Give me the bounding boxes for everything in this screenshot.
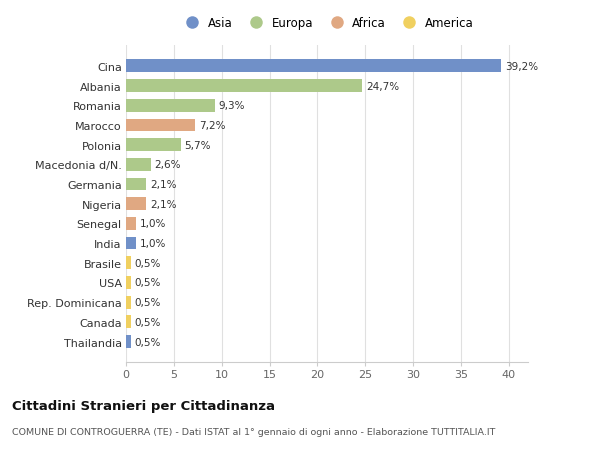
Legend: Asia, Europa, Africa, America: Asia, Europa, Africa, America — [177, 14, 477, 34]
Text: 24,7%: 24,7% — [366, 81, 400, 91]
Text: 0,5%: 0,5% — [134, 317, 161, 327]
Bar — [126, 119, 195, 132]
Bar — [126, 60, 501, 73]
Text: Cittadini Stranieri per Cittadinanza: Cittadini Stranieri per Cittadinanza — [12, 399, 275, 412]
Text: 0,5%: 0,5% — [134, 297, 161, 308]
Text: COMUNE DI CONTROGUERRA (TE) - Dati ISTAT al 1° gennaio di ogni anno - Elaborazio: COMUNE DI CONTROGUERRA (TE) - Dati ISTAT… — [12, 427, 496, 436]
Text: 1,0%: 1,0% — [139, 239, 166, 249]
Bar — [126, 316, 131, 329]
Text: 0,5%: 0,5% — [134, 278, 161, 288]
Bar — [126, 296, 131, 309]
Text: 2,1%: 2,1% — [150, 179, 176, 190]
Bar — [126, 100, 215, 112]
Bar — [126, 158, 151, 171]
Bar — [126, 218, 136, 230]
Bar — [126, 276, 131, 289]
Bar — [126, 80, 362, 93]
Text: 9,3%: 9,3% — [219, 101, 245, 111]
Text: 2,1%: 2,1% — [150, 199, 176, 209]
Bar — [126, 178, 146, 191]
Bar — [126, 198, 146, 211]
Bar — [126, 257, 131, 269]
Text: 1,0%: 1,0% — [139, 219, 166, 229]
Text: 2,6%: 2,6% — [155, 160, 181, 170]
Text: 39,2%: 39,2% — [505, 62, 538, 72]
Bar — [126, 336, 131, 348]
Bar — [126, 237, 136, 250]
Text: 0,5%: 0,5% — [134, 337, 161, 347]
Bar — [126, 139, 181, 151]
Text: 5,7%: 5,7% — [184, 140, 211, 150]
Text: 7,2%: 7,2% — [199, 121, 225, 131]
Text: 0,5%: 0,5% — [134, 258, 161, 268]
